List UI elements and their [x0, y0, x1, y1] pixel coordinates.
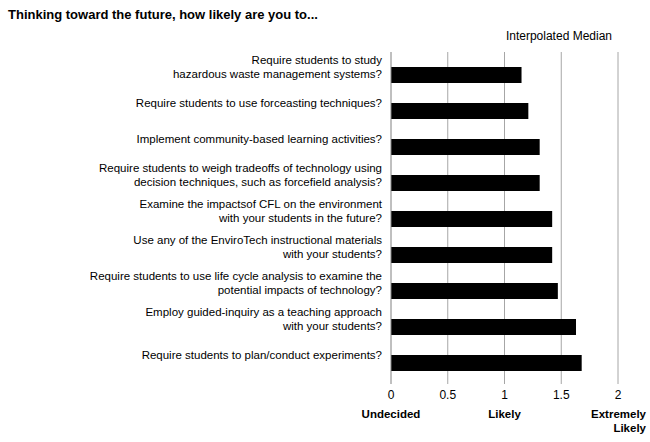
bar — [391, 247, 552, 263]
annotation: Likely — [488, 408, 521, 420]
axis-line — [391, 52, 392, 384]
category-label: Require students to studyhazardous waste… — [173, 54, 382, 80]
tick-label: 0.5 — [439, 388, 456, 402]
bar — [391, 103, 528, 119]
title: Thinking toward the future, how likely a… — [8, 7, 318, 22]
category-label: Use any of the EnviroTech instructional … — [133, 234, 382, 260]
category-label: Implement community-based learning activ… — [137, 133, 382, 145]
tick-label: 1 — [501, 388, 508, 402]
bar — [391, 211, 552, 227]
annotation: Undecided — [362, 408, 421, 420]
bar — [391, 319, 576, 335]
bar — [391, 355, 582, 371]
tick-label: 0 — [388, 388, 395, 402]
category-label: Employ guided-inquiry as a teaching appr… — [145, 306, 382, 332]
annotation: ExtremelyLikely — [591, 408, 647, 434]
chart: Thinking toward the future, how likely a… — [0, 0, 650, 442]
category-label: Examine the impactsof CFL on the environ… — [140, 198, 383, 224]
bars — [391, 67, 582, 371]
grid-line — [618, 52, 619, 384]
bar — [391, 67, 522, 83]
bar — [391, 139, 540, 155]
legend-label: Interpolated Median — [506, 29, 612, 43]
category-label: Require students to use forceasting tech… — [136, 97, 382, 109]
tick-label: 1.5 — [553, 388, 570, 402]
bar — [391, 283, 558, 299]
tick-label: 2 — [615, 388, 622, 402]
category-label: Require students to weigh tradeoffs of t… — [99, 162, 382, 188]
category-label: Require students to use life cycle analy… — [90, 270, 382, 296]
category-label: Require students to plan/conduct experim… — [142, 349, 382, 361]
bar — [391, 175, 540, 191]
